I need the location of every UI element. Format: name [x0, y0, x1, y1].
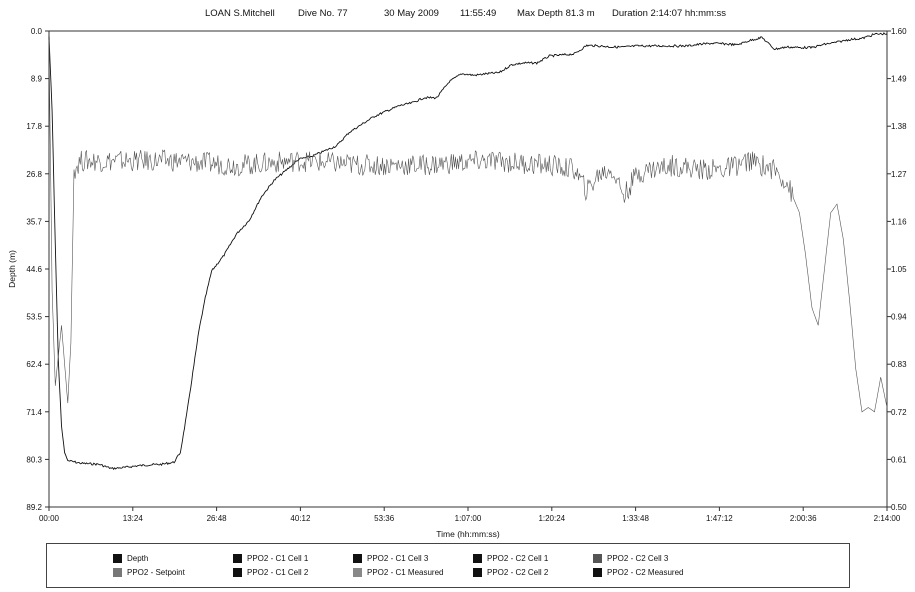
x-tick-label: 1:07:00	[455, 514, 482, 523]
diver-name: LOAN S.Mitchell	[205, 8, 275, 19]
legend-entry: PPO2 - C2 Measured	[593, 568, 683, 577]
dive-time: 11:55:49	[460, 8, 496, 19]
left-tick-label: 44.6	[26, 265, 42, 274]
series-layer	[48, 32, 888, 471]
legend: Depth PPO2 - C1 Cell 1 PPO2 - C1 Cell 3 PPO…	[46, 543, 850, 588]
x-tick-label: 2:00:36	[790, 514, 817, 523]
legend-swatch	[353, 568, 362, 577]
right-tick-label: 0.83	[891, 360, 907, 369]
x-tick-label: 53:36	[374, 514, 395, 523]
x-tick-label: 26:48	[207, 514, 228, 523]
legend-entry: PPO2 - C1 Cell 2	[233, 568, 308, 577]
left-axis-ticks: 0.0 8.9 17.8 26.8 35.7 44.6 53.5 62.4 71.4 80.3 89…	[26, 27, 49, 512]
left-tick-label: 53.5	[26, 313, 42, 322]
legend-entry: Depth	[113, 554, 148, 563]
x-axis-label: Time (hh:mm:ss)	[436, 529, 500, 539]
y-axis-label: Depth (m)	[7, 250, 17, 288]
left-tick-label: 62.4	[26, 360, 42, 369]
legend-label: PPO2 - C1 Measured	[367, 568, 444, 577]
legend-label: PPO2 - C2 Measured	[607, 568, 684, 577]
x-tick-label: 1:47:12	[706, 514, 733, 523]
legend-label: PPO2 - Setpoint	[127, 568, 185, 577]
right-tick-label: 0.50	[891, 503, 907, 512]
legend-entry: PPO2 - C2 Cell 2	[473, 568, 548, 577]
right-tick-label: 0.61	[891, 455, 907, 464]
right-tick-label: 0.94	[891, 313, 907, 322]
series-line-ppo2-c1-measured	[48, 39, 888, 413]
x-tick-label: 2:14:00	[874, 514, 901, 523]
right-tick-label: 1.60	[891, 27, 907, 36]
legend-swatch	[233, 568, 242, 577]
left-tick-label: 71.4	[26, 408, 42, 417]
legend-swatch	[473, 554, 482, 563]
legend-entry: PPO2 - C2 Cell 3	[593, 554, 668, 563]
left-tick-label: 26.8	[26, 170, 42, 179]
x-tick-label: 1:33:48	[622, 514, 649, 523]
left-tick-label: 0.0	[31, 27, 43, 36]
right-tick-label: 1.16	[891, 217, 907, 226]
legend-entry: PPO2 - C1 Cell 3	[353, 554, 428, 563]
legend-swatch	[593, 568, 602, 577]
left-tick-label: 8.9	[31, 75, 43, 84]
legend-label: PPO2 - C2 Cell 2	[487, 568, 549, 577]
right-tick-label: 1.27	[891, 170, 907, 179]
x-tick-label: 40:12	[290, 514, 311, 523]
x-tick-label: 00:00	[39, 514, 60, 523]
legend-swatch	[113, 554, 122, 563]
x-tick-label: 1:20:24	[538, 514, 565, 523]
right-tick-label: 1.05	[891, 265, 907, 274]
legend-swatch	[353, 554, 362, 563]
legend-swatch	[233, 554, 242, 563]
legend-swatch	[113, 568, 122, 577]
right-tick-label: 0.72	[891, 408, 907, 417]
legend-entry: PPO2 - C1 Cell 1	[233, 554, 308, 563]
left-tick-label: 89.2	[26, 503, 42, 512]
right-tick-label: 1.49	[891, 75, 907, 84]
max-depth: Max Depth 81.3 m	[517, 8, 595, 19]
left-tick-label: 35.7	[26, 217, 42, 226]
right-axis-ticks: 1.60 1.49 1.38 1.27 1.16 1.05 0.94 0.83 0.72 0.61…	[887, 27, 907, 512]
x-axis-ticks: 00:00 13:24 26:48 40:12 53:36 1:07:00 1:20:24 1…	[39, 507, 901, 523]
right-tick-label: 1.38	[891, 122, 907, 131]
legend-entry: PPO2 - C2 Cell 1	[473, 554, 548, 563]
dive-number: Dive No. 77	[298, 8, 348, 19]
legend-label: PPO2 - C1 Cell 1	[247, 554, 309, 563]
legend-label: Depth	[127, 554, 149, 563]
plot-frame	[48, 30, 888, 508]
legend-label: PPO2 - C2 Cell 1	[487, 554, 549, 563]
legend-swatch	[473, 568, 482, 577]
legend-label: PPO2 - C2 Cell 3	[607, 554, 669, 563]
legend-entry: PPO2 - C1 Measured	[353, 568, 443, 577]
legend-label: PPO2 - C1 Cell 3	[367, 554, 429, 563]
series-line-depth	[48, 32, 888, 471]
left-tick-label: 17.8	[26, 122, 42, 131]
legend-swatch	[593, 554, 602, 563]
dive-duration: Duration 2:14:07 hh:mm:ss	[612, 8, 726, 19]
legend-entry: PPO2 - Setpoint	[113, 568, 185, 577]
left-tick-label: 80.3	[26, 455, 42, 464]
x-tick-label: 13:24	[123, 514, 144, 523]
legend-label: PPO2 - C1 Cell 2	[247, 568, 309, 577]
dive-date: 30 May 2009	[384, 8, 439, 19]
